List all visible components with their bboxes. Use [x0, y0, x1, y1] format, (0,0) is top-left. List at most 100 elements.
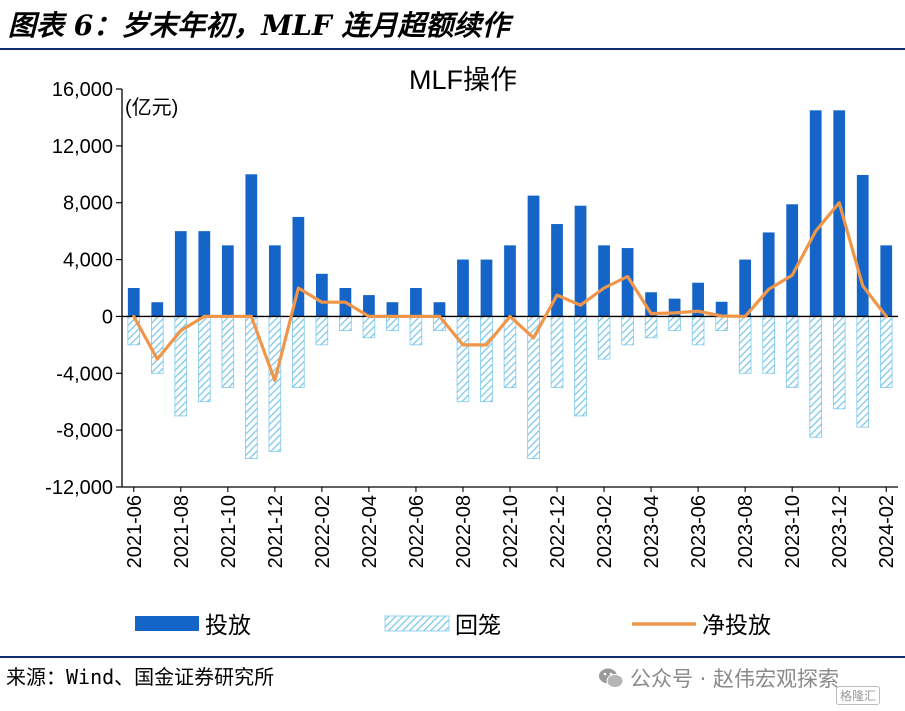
maturity-bar	[550, 316, 564, 388]
legend: 投放 回笼 净投放	[135, 612, 771, 638]
injection-bar	[645, 292, 657, 317]
maturity-bar	[715, 316, 728, 332]
injection-bar	[433, 302, 446, 317]
maturity-bar	[691, 316, 705, 346]
x-axis: 2021-06 2021-08 2021-10 2021-12 2022-02 2022-…	[124, 487, 898, 568]
y-tick-label: -4,000	[56, 363, 113, 385]
injection-bar	[762, 232, 775, 317]
x-tick-label: 2022-08	[453, 495, 475, 568]
injection-bar	[268, 245, 281, 317]
maturity-bar	[809, 316, 822, 438]
injection-bar	[551, 224, 563, 317]
injection-bar	[809, 110, 822, 317]
x-tick-label: 2023-12	[829, 495, 851, 568]
injection-bar	[880, 245, 893, 317]
x-tick-label: 2022-06	[406, 495, 428, 568]
injection-bar	[739, 259, 752, 317]
figure-title: 图表 6：岁末年初，MLF 连月超额续作	[8, 9, 510, 42]
y-tick-label: 0	[102, 306, 113, 328]
y-tick-label: 4,000	[63, 250, 113, 272]
y-tick-label: 8,000	[63, 193, 113, 215]
injection-bars	[127, 110, 893, 317]
x-tick-label: 2023-06	[688, 495, 710, 568]
y-tick-label: 12,000	[52, 136, 113, 158]
y-tick-label: 16,000	[52, 79, 113, 101]
maturity-bar	[503, 316, 517, 388]
maturity-bar	[268, 316, 282, 452]
injection-bar	[151, 302, 164, 317]
maturity-bar	[456, 316, 470, 403]
maturity-bar	[785, 316, 799, 388]
injection-bar	[198, 231, 211, 317]
injection-bar	[715, 301, 728, 317]
legend-swatch-maturity	[384, 615, 450, 632]
maturity-bar	[150, 316, 164, 374]
maturity-bar	[245, 316, 258, 459]
x-tick-label: 2024-02	[876, 495, 898, 568]
maturity-bar	[738, 316, 752, 374]
wechat-icon	[599, 668, 624, 688]
x-tick-label: 2022-10	[500, 495, 522, 568]
maturity-bar	[644, 316, 658, 339]
injection-bar	[221, 245, 234, 317]
maturity-bar	[832, 316, 846, 410]
chart-title: MLF操作	[409, 65, 517, 95]
y-tick-label: -8,000	[56, 420, 113, 442]
legend-label: 回笼	[455, 612, 501, 638]
injection-bar	[621, 248, 634, 317]
injection-bar	[127, 288, 140, 317]
footer-rule	[0, 656, 905, 658]
maturity-bar	[597, 316, 611, 360]
injection-bar	[833, 110, 846, 317]
unit-label: (亿元)	[125, 96, 178, 119]
maturity-bar	[762, 316, 775, 374]
x-tick-label: 2023-04	[641, 495, 663, 568]
injection-bar	[786, 204, 799, 317]
net-injection-line	[132, 201, 888, 382]
injection-bar	[856, 174, 869, 317]
y-axis: -12,000 -8,000 -4,000 0 4,000 8,000 12,000 16,0…	[45, 79, 122, 499]
injection-bar	[574, 205, 587, 317]
injection-bar	[292, 216, 305, 317]
maturity-bar	[362, 316, 376, 339]
legend-label: 净投放	[702, 612, 771, 638]
mlf-chart: MLF操作 (亿元) -12,000 -8,000 -4,000 0 4,000 8,00…	[45, 65, 898, 638]
x-tick-label: 2023-10	[782, 495, 804, 568]
maturity-bar	[339, 316, 352, 332]
watermark-text: 公众号 · 赵伟宏观探索	[630, 667, 840, 691]
injection-bar	[504, 245, 516, 317]
legend-item: 净投放	[632, 612, 771, 638]
x-tick-label: 2021-06	[124, 495, 146, 568]
source-note: 来源：Wind、国金证券研究所	[6, 665, 275, 689]
x-tick-label: 2022-02	[312, 495, 334, 568]
x-tick-label: 2021-08	[171, 495, 193, 568]
maturity-bar	[668, 316, 681, 332]
maturity-bar	[856, 316, 870, 428]
title-rule	[0, 48, 905, 50]
maturity-bar	[621, 316, 634, 346]
injection-bar	[692, 282, 704, 317]
injection-bar	[174, 231, 187, 317]
legend-item: 回笼	[384, 612, 501, 638]
x-tick-label: 2022-04	[359, 495, 381, 568]
x-tick-label: 2021-12	[265, 495, 287, 568]
injection-bar	[363, 295, 375, 317]
injection-bar	[245, 174, 258, 317]
legend-swatch-injection	[135, 616, 199, 631]
maturity-bar	[879, 316, 893, 388]
platform-badge: 格隆汇	[836, 686, 881, 705]
legend-label: 投放	[205, 612, 251, 638]
injection-bar	[410, 288, 422, 317]
watermark: 公众号 · 赵伟宏观探索	[598, 663, 839, 693]
maturity-bar	[315, 316, 329, 346]
injection-bar	[668, 298, 681, 317]
maturity-bar	[480, 316, 493, 403]
x-tick-label: 2023-08	[735, 495, 757, 568]
x-tick-label: 2022-12	[547, 495, 569, 568]
injection-bar	[386, 302, 399, 317]
injection-bar	[457, 259, 469, 317]
maturity-bar	[386, 316, 399, 332]
maturity-bar	[221, 316, 235, 388]
net-injection-polyline	[132, 201, 888, 382]
x-tick-label: 2023-02	[594, 495, 616, 568]
